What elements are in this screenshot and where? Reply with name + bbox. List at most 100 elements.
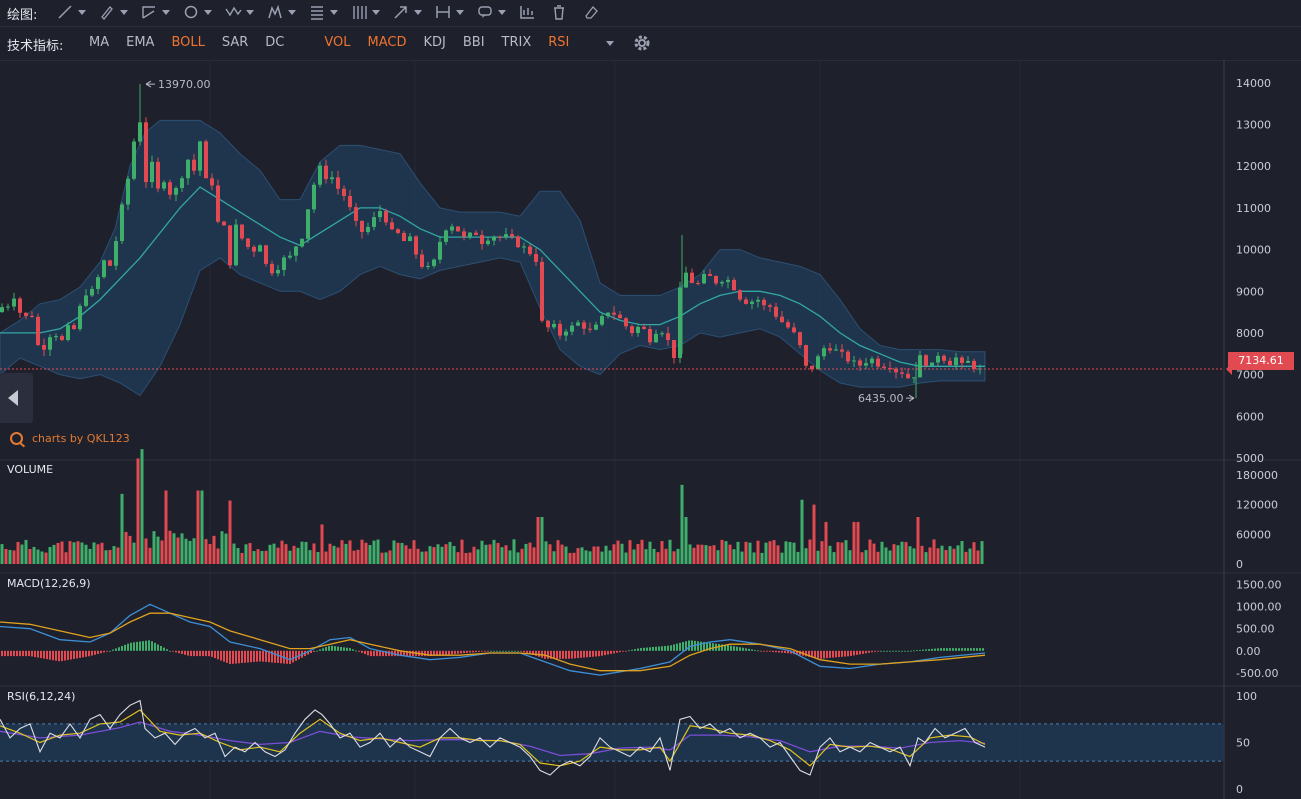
indicator-vol[interactable]: VOL [324,35,351,50]
indicator-chart-button[interactable] [518,2,536,22]
candle-body [186,159,190,179]
candle [354,202,358,227]
volume-bar [568,552,572,564]
macd-hist-bar [673,644,675,651]
circle-tool-button[interactable] [182,2,212,22]
macd-hist-bar [205,650,207,657]
measure-tool-button[interactable] [434,2,464,22]
volume-bar [380,552,384,564]
candle-body [546,320,550,328]
candle [972,358,976,373]
indicator-dc[interactable]: DC [265,35,285,50]
line-tool-button[interactable] [56,2,86,22]
volume-bar [316,552,320,564]
volume-bar [252,551,256,564]
macd-dif-line [0,603,986,676]
main-tick-label: 5000 [1236,452,1264,465]
candle [306,209,310,243]
comment-tool-button[interactable] [476,2,506,22]
macd-hist-bar [871,650,873,653]
candle [870,356,874,368]
gann-tool-button[interactable] [350,2,380,22]
macd-tick-label: 0.00 [1236,645,1261,658]
candle [216,179,220,224]
macd-hist-bar [196,650,198,657]
pencil-tool-button[interactable] [98,2,128,22]
volume-bar [792,542,796,564]
macd-hist-bar [97,650,99,654]
pattern-tool-button[interactable] [266,2,296,22]
macd-hist-bar [82,650,84,658]
macd-hist-bar [589,650,591,658]
macd-hist-bar [457,650,459,654]
polyline-tool-button[interactable] [140,2,170,22]
macd-hist-bar [466,650,468,653]
macd-hist-bar [712,643,714,651]
indicator-ma[interactable]: MA [89,35,110,50]
indicator-kdj[interactable]: KDJ [423,35,446,50]
indicator-macd[interactable]: MACD [367,35,407,50]
volume-bar [548,544,552,564]
candle-body [786,322,790,328]
eraser-button[interactable] [582,2,600,22]
candle-body [294,246,298,256]
wave-tool-button[interactable] [224,2,254,22]
arrow-tool-button[interactable] [392,2,422,22]
settings-gear-icon[interactable] [633,34,651,52]
low-arrow-icon [906,394,915,402]
candle [954,352,958,370]
volume-bar [576,548,580,564]
macd-hist-bar [583,650,585,658]
trash-button[interactable] [550,2,568,22]
volume-bar [36,549,40,564]
volume-bar [944,550,948,564]
candle-body [858,360,862,366]
volume-bar [736,541,740,564]
main-tick-label: 11000 [1236,202,1271,215]
volume-bar [436,544,440,564]
macd-hist-bar [847,650,849,657]
indicator-trix[interactable]: TRIX [501,35,532,50]
volume-bar [816,550,820,564]
candle-body [630,326,634,333]
macd-hist-bar [727,645,729,651]
volume-bar [668,539,672,564]
volume-bar [632,549,636,564]
macd-hist-bar [547,650,549,659]
candle-body [324,165,328,180]
chevron-down-icon [162,9,170,15]
collapse-panel-button[interactable] [0,373,33,423]
macd-hist-bar [343,647,345,651]
macd-hist-bar [133,642,135,651]
macd-hist-bar [943,648,945,651]
candle [462,228,466,241]
macd-hist-bar [400,650,402,657]
macd-hist-bar [676,643,678,651]
volume-bar [960,541,964,564]
more-indicators-chevron-icon[interactable] [606,41,615,46]
candle [840,344,844,358]
volume-bar [772,540,776,564]
candle-body [246,238,250,247]
candle-body [462,231,466,237]
indicator-sar[interactable]: SAR [221,35,249,50]
volume-bar [700,544,704,564]
volume-bar [628,540,632,564]
indicator-bbi[interactable]: BBI [462,35,485,50]
candle [588,322,592,333]
chart-area[interactable]: 1400013000120001100010000900080007000600… [0,60,1301,799]
macd-hist-bar [52,650,54,661]
candle-body [396,229,400,233]
volume-bar [348,540,352,564]
volume-bar [136,458,140,564]
volume-bar [16,542,20,564]
indicator-ema[interactable]: EMA [126,35,155,50]
indicator-rsi[interactable]: RSI [548,35,570,50]
candle [720,280,724,287]
current-price-tag: 7134.61 [1228,352,1294,370]
indicator-boll[interactable]: BOLL [171,35,205,50]
macd-hist-bar [235,650,237,664]
fibonacci-tool-button[interactable] [308,2,338,22]
macd-hist-bar [523,650,525,653]
volume-bar [452,545,456,564]
